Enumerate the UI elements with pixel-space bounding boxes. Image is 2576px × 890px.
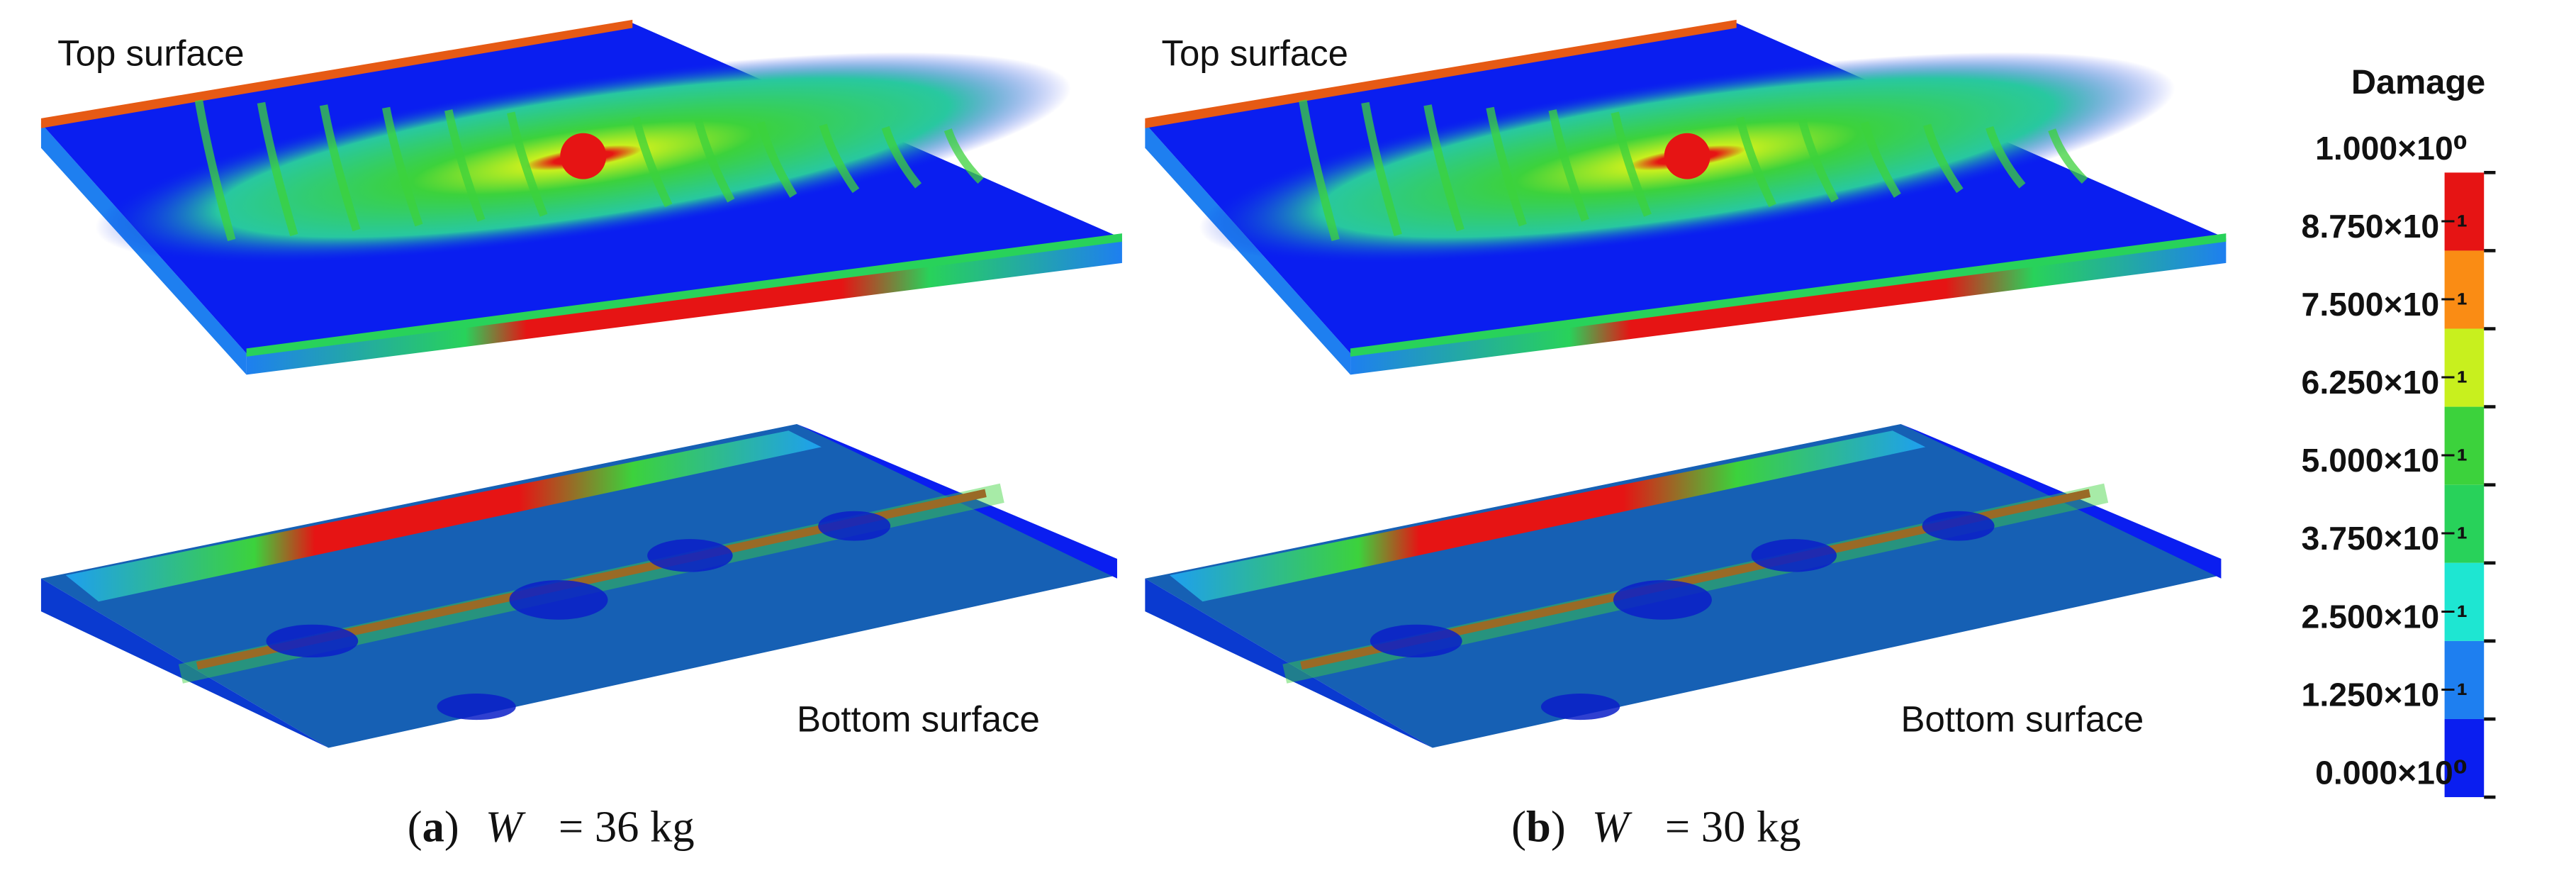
colorbar-band <box>2444 562 2485 641</box>
caption-text: = 30 kg <box>1665 802 1801 852</box>
colorbar-tick-label: 7.500×10⁻¹ <box>2302 286 2468 323</box>
top-slab: Top surface <box>40 19 1122 375</box>
damage-streak <box>694 118 735 203</box>
damage-streak <box>257 101 298 237</box>
damage-streak <box>507 111 548 217</box>
top-edge-band <box>246 233 1122 357</box>
colorbar-band <box>2444 406 2485 485</box>
damage-streak <box>2048 128 2088 184</box>
damage-patch <box>266 624 359 658</box>
damage-patch <box>509 580 608 620</box>
colorbar-tick-label: 3.750×10⁻¹ <box>2302 520 2468 557</box>
top-edge-band <box>40 19 633 128</box>
caption-label: b <box>1526 802 1551 852</box>
damage-band <box>1170 430 1926 602</box>
damage-streak <box>1611 111 1652 217</box>
colorbar-tick-label: 0.000×10⁰ <box>2315 755 2468 791</box>
damage-streak <box>881 126 922 189</box>
slab-front-side <box>1350 238 2227 375</box>
damage-streak <box>1299 99 1340 241</box>
damage-patch <box>647 539 733 572</box>
damage-streak <box>1860 121 1901 198</box>
damage-band <box>65 430 822 602</box>
colorbar-tick-label: 8.750×10⁻¹ <box>2302 208 2468 245</box>
damage-streak <box>381 106 423 227</box>
damage-streak <box>943 128 984 184</box>
caption: (b) W = 30 kg <box>1511 802 1801 852</box>
damage-core <box>560 133 607 179</box>
colorbar-band <box>2444 250 2485 329</box>
top-slab: Top surface <box>1145 19 2227 375</box>
damage-streak <box>1922 123 1964 194</box>
colorbar-tick-label: 1.250×10⁻¹ <box>2302 676 2468 713</box>
damage-patch <box>818 511 891 541</box>
colorbar-tick-label: 5.000×10⁻¹ <box>2302 442 2468 479</box>
colorbar-tick-label: 6.250×10⁻¹ <box>2302 364 2468 401</box>
colorbar-tick-label: 1.000×10⁰ <box>2315 130 2468 167</box>
top-edge-band <box>1350 233 2227 357</box>
damage-streak <box>1423 104 1465 232</box>
damage-streak <box>1548 109 1589 222</box>
damage-core <box>1664 133 1710 179</box>
caption-close: ) <box>1551 802 1566 852</box>
colorbar-band <box>2444 484 2485 563</box>
damage-streak <box>1486 106 1527 227</box>
caption-close: ) <box>444 802 459 852</box>
side-wall <box>1145 578 1433 748</box>
damage-patch <box>437 694 516 721</box>
caption-symbol: W <box>486 802 526 852</box>
colorbar-band <box>2444 328 2485 407</box>
caption: (a) W = 36 kg <box>408 802 695 852</box>
damage-streak <box>756 121 797 198</box>
caption-text: = 36 kg <box>559 802 695 852</box>
damage-streak <box>194 99 236 241</box>
damage-streak <box>1798 118 1839 203</box>
bottom-slab: Bottom surface <box>1145 423 2222 748</box>
panel: Top surface Bottom surface (b) W = 30 kg <box>1145 19 2227 852</box>
legend: Damage 1.000×10⁰ 8.750×10⁻¹ 7.500×10⁻¹ 6.250… <box>2302 63 2496 799</box>
top-edge-band <box>1145 19 1737 128</box>
caption-open: ( <box>1511 802 1526 852</box>
damage-streak <box>319 104 361 232</box>
top-surface-label: Top surface <box>57 33 244 74</box>
damage-streak <box>1986 126 2026 189</box>
damage-patch <box>1370 624 1462 658</box>
damage-patch <box>1613 580 1712 620</box>
side-wall <box>40 578 329 748</box>
damage-streak <box>819 123 860 194</box>
damage-streak <box>444 109 486 222</box>
bottom-slab: Bottom surface <box>40 423 1117 748</box>
bottom-surface-label: Bottom surface <box>1900 699 2144 739</box>
damage-patch <box>1540 694 1620 721</box>
colorbar-band <box>2444 640 2485 719</box>
colorbar-band <box>2444 172 2485 251</box>
damage-patch <box>1751 539 1837 572</box>
damage-streak <box>632 116 673 208</box>
top-surface-label: Top surface <box>1162 33 1348 74</box>
colorbar-tick-label: 2.500×10⁻¹ <box>2302 598 2468 635</box>
damage-streak <box>1735 116 1776 208</box>
slab-front-side <box>246 238 1122 375</box>
damage-patch <box>1922 511 1995 541</box>
panel: Top surface Bottom surface (a) W = 36 kg <box>40 19 1122 852</box>
damage-streak <box>1361 101 1402 237</box>
caption-label: a <box>422 802 444 852</box>
bottom-surface-label: Bottom surface <box>797 699 1040 739</box>
colorbar-band <box>2444 718 2485 798</box>
legend-title: Damage <box>2351 63 2485 101</box>
caption-symbol: W <box>1592 802 1633 852</box>
caption-open: ( <box>408 802 422 852</box>
